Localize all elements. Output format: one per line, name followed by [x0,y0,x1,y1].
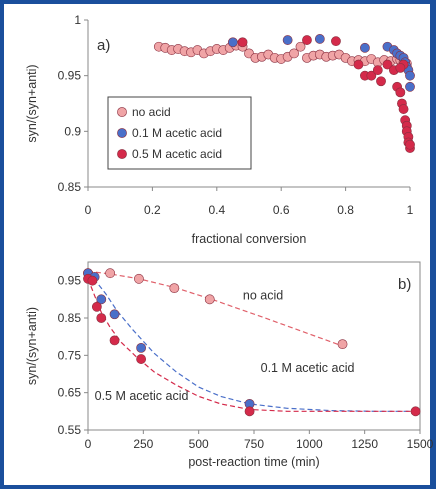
panel-a-point [289,48,299,59]
panel-b-point [134,273,144,284]
panel-a-legend-marker [117,128,127,138]
panel-a-x-tick-label: 0.2 [144,203,161,217]
panel-a-y-tick-label: 0.85 [58,180,82,194]
panel-a-point [395,87,406,98]
panel-a-point [302,35,312,45]
panel-b-point [169,283,180,294]
panel-b-annotation: 0.5 M acetic acid [95,389,189,403]
panel-b-x-tick-label: 1500 [407,437,434,451]
panel-b-point [87,275,98,286]
panel-b-x-tick-label: 1000 [296,437,323,451]
panel-b-point [136,354,147,364]
panel-b-x-axis-label: post-reaction time (min) [188,455,319,469]
panel-b-x-tick-label: 0 [85,437,92,451]
panel-b-y-axis-label: syn/(syn+anti) [25,307,39,385]
panel-a-point [376,76,386,87]
panel-a-x-tick-label: 0 [85,203,92,217]
panel-b-x-tick-label: 750 [244,437,264,451]
panel-b-y-tick-label: 0.85 [58,311,82,325]
panel-a-x-tick-label: 0.6 [273,203,290,217]
panel-b-annotation: 0.1 M acetic acid [261,361,355,375]
panel-b-point [337,339,348,350]
panel-b-point [109,335,120,346]
panel-a-legend-label: 0.5 M acetic acid [132,147,222,161]
panel-a-legend-marker [117,107,127,117]
panel-b-fit-line [87,272,416,412]
panel-a-point [360,42,370,53]
panel-b-y-tick-label: 0.55 [58,423,82,437]
panel-a-point [331,36,341,47]
panel-a-point [295,41,306,52]
panel-a-point [372,65,383,75]
panel-a-y-tick-label: 0.9 [64,124,81,138]
panel-b-annotation: no acid [243,288,283,302]
panel-b-y-tick-label: 0.95 [58,274,82,288]
panel-a-legend-marker [117,149,127,159]
panel-b-y-tick-label: 0.65 [58,386,82,400]
panel-a-point [366,70,377,81]
panel-b-point [96,294,107,305]
panel-b-label: b) [398,276,411,293]
panel-a-x-tick-label: 0.4 [208,203,225,217]
panel-b-point [204,294,215,305]
panel-a-point [227,37,238,48]
panel-a-point [382,59,393,70]
panel-a-point [314,34,325,44]
panel-b-x-tick-label: 500 [189,437,209,451]
panel-b-point [91,301,102,312]
panel-a-legend-label: no acid [132,105,171,119]
panel-a-legend [107,96,252,170]
panel-a-y-tick-label: 1 [74,13,81,27]
panel-b-x-tick-label: 250 [133,437,153,451]
panel-a-point [282,35,293,45]
panel-b-x-tick-label: 1250 [351,437,378,451]
panel-b-point [96,313,107,323]
panel-a-x-tick-label: 0.8 [337,203,354,217]
panel-b-point [136,342,147,353]
panel-a-label: a) [97,37,110,54]
panel-b-point [109,309,120,320]
panel-b-y-tick-label: 0.75 [58,348,82,362]
panel-a-legend-label: 0.1 M acetic acid [132,126,222,140]
panel-a-point [353,59,364,70]
panel-b-fit-line [87,270,343,347]
panel-a-point [405,139,415,150]
panel-b-point [244,406,255,417]
panel-a-x-tick-label: 1 [407,203,414,217]
panel-a-point [405,70,415,81]
panel-a-point [237,37,248,48]
panel-b-point [410,406,421,417]
panel-a-y-axis-label: syn/(syn+anti) [25,64,39,142]
panel-b-point [105,268,116,279]
panel-a-point [405,81,415,92]
panel-a-y-tick-label: 0.95 [58,69,82,83]
panel-a-x-axis-label: fractional conversion [192,232,307,246]
panel-a-point [395,62,406,73]
panel-a-point [398,104,409,114]
